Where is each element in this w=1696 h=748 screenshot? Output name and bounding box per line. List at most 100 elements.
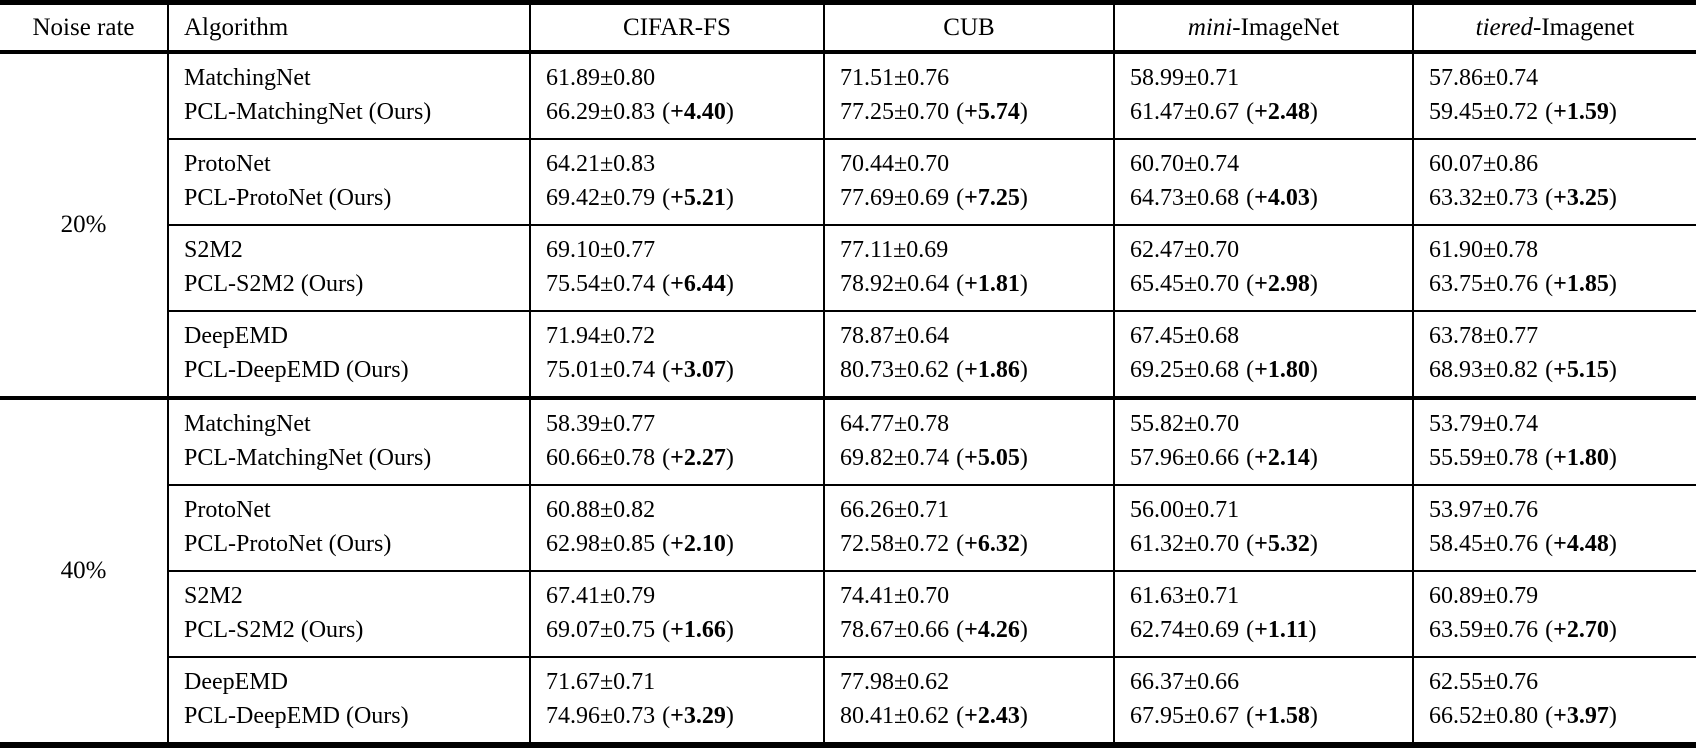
- score-cell: 60.70±0.74: [1130, 147, 1412, 181]
- algorithm-name: PCL-MatchingNet (Ours): [184, 445, 432, 471]
- improvement-value: +4.40: [662, 99, 734, 125]
- algorithm-name: PCL-MatchingNet (Ours): [184, 99, 432, 125]
- score: 78.67±0.66: [840, 617, 950, 643]
- algorithm-name: DeepEMD: [184, 323, 288, 349]
- improvement-value: +1.80: [1246, 357, 1318, 383]
- algorithm-column: MatchingNet PCL-MatchingNet (Ours): [167, 400, 529, 484]
- score: 57.96±0.66: [1130, 445, 1240, 471]
- score-cell: 57.96±0.66+2.14: [1130, 441, 1412, 475]
- improvement-value: +4.26: [956, 617, 1028, 643]
- algorithm-name: PCL-ProtoNet (Ours): [184, 531, 392, 557]
- mini-imagenet-column: 66.37±0.66 67.95±0.67+1.58: [1113, 658, 1412, 742]
- score: 55.59±0.78: [1429, 445, 1539, 471]
- header-cub: CUB: [823, 5, 1113, 50]
- improvement-value: +2.27: [662, 445, 734, 471]
- score-cell: 53.79±0.74: [1429, 407, 1696, 441]
- algorithm-name: PCL-S2M2 (Ours): [184, 271, 364, 297]
- score: 69.07±0.75: [546, 617, 656, 643]
- score: 78.87±0.64: [840, 323, 950, 349]
- score: 58.99±0.71: [1130, 65, 1240, 91]
- score: 61.63±0.71: [1130, 583, 1240, 609]
- cub-column: 70.44±0.70 77.69±0.69+7.25: [823, 140, 1113, 224]
- improvement-value: +2.98: [1246, 271, 1318, 297]
- score-cell: 66.26±0.71: [840, 493, 1113, 527]
- noise-rate-label: 20%: [60, 211, 107, 238]
- algorithm-name: S2M2: [184, 583, 243, 609]
- tiered-imagenet-column: 60.07±0.86 63.32±0.73+3.25: [1412, 140, 1696, 224]
- improvement-value: +3.97: [1545, 703, 1617, 729]
- score-cell: 55.82±0.70: [1130, 407, 1412, 441]
- score-cell: 55.59±0.78+1.80: [1429, 441, 1696, 475]
- score-cell: 63.59±0.76+2.70: [1429, 613, 1696, 647]
- improvement-value: +2.10: [662, 531, 734, 557]
- score: 77.98±0.62: [840, 669, 950, 695]
- score: 62.55±0.76: [1429, 669, 1539, 695]
- score-cell: 60.89±0.79: [1429, 579, 1696, 613]
- algorithm-column: DeepEMD PCL-DeepEMD (Ours): [167, 312, 529, 396]
- improvement-value: +3.25: [1545, 185, 1617, 211]
- dataset-name: -Imagenet: [1533, 13, 1635, 41]
- algorithm-group-deepemd: DeepEMD PCL-DeepEMD (Ours) 71.94±0.72 75…: [167, 310, 1696, 396]
- score-cell: 60.66±0.78+2.27: [546, 441, 823, 475]
- score-cell: 67.41±0.79: [546, 579, 823, 613]
- score-cell: 63.75±0.76+1.85: [1429, 267, 1696, 301]
- score-cell: 78.87±0.64: [840, 319, 1113, 353]
- score: 56.00±0.71: [1130, 497, 1240, 523]
- algorithm-column: ProtoNet PCL-ProtoNet (Ours): [167, 486, 529, 570]
- score: 61.90±0.78: [1429, 237, 1539, 263]
- score: 75.54±0.74: [546, 271, 656, 297]
- score-cell: 78.92±0.64+1.81: [840, 267, 1113, 301]
- score: 63.32±0.73: [1429, 185, 1539, 211]
- score: 62.74±0.69: [1130, 617, 1240, 643]
- score-cell: 77.11±0.69: [840, 233, 1113, 267]
- score-cell: 56.00±0.71: [1130, 493, 1412, 527]
- tiered-imagenet-column: 62.55±0.76 66.52±0.80+3.97: [1412, 658, 1696, 742]
- score: 68.93±0.82: [1429, 357, 1539, 383]
- improvement-value: +1.81: [956, 271, 1028, 297]
- header-cifar-fs: CIFAR-FS: [529, 5, 823, 50]
- improvement-value: +5.15: [1545, 357, 1617, 383]
- improvement-value: +2.70: [1545, 617, 1617, 643]
- score-cell: 72.58±0.72+6.32: [840, 527, 1113, 561]
- score: 63.59±0.76: [1429, 617, 1539, 643]
- score-cell: 63.78±0.77: [1429, 319, 1696, 353]
- score-cell: 58.45±0.76+4.48: [1429, 527, 1696, 561]
- score-cell: 69.10±0.77: [546, 233, 823, 267]
- mini-imagenet-column: 60.70±0.74 64.73±0.68+4.03: [1113, 140, 1412, 224]
- cifar-fs-column: 60.88±0.82 62.98±0.85+2.10: [529, 486, 823, 570]
- score: 60.88±0.82: [546, 497, 656, 523]
- algorithm-name: ProtoNet: [184, 151, 271, 177]
- header-bottom-rule: [0, 50, 1696, 54]
- score-cell: 71.67±0.71: [546, 665, 823, 699]
- algorithm-column: MatchingNet PCL-MatchingNet (Ours): [167, 54, 529, 138]
- score-cell: 78.67±0.66+4.26: [840, 613, 1113, 647]
- table-bottom-rule: [0, 742, 1696, 748]
- score: 60.66±0.78: [546, 445, 656, 471]
- improvement-value: +5.32: [1246, 531, 1318, 557]
- score: 62.98±0.85: [546, 531, 656, 557]
- score-cell: 77.25±0.70+5.74: [840, 95, 1113, 129]
- tiered-imagenet-column: 60.89±0.79 63.59±0.76+2.70: [1412, 572, 1696, 656]
- algorithm-name: ProtoNet: [184, 497, 271, 523]
- score-cell: 57.86±0.74: [1429, 61, 1696, 95]
- improvement-value: +5.74: [956, 99, 1028, 125]
- mini-imagenet-column: 61.63±0.71 62.74±0.69+1.11: [1113, 572, 1412, 656]
- tiered-imagenet-column: 63.78±0.77 68.93±0.82+5.15: [1412, 312, 1696, 396]
- table-header-row: Noise rate Algorithm CIFAR-FS CUB mini -I…: [0, 5, 1696, 50]
- improvement-value: +5.21: [662, 185, 734, 211]
- score-cell: 80.73±0.62+1.86: [840, 353, 1113, 387]
- score: 58.45±0.76: [1429, 531, 1539, 557]
- score: 66.37±0.66: [1130, 669, 1240, 695]
- improvement-value: +2.48: [1246, 99, 1318, 125]
- improvement-value: +1.59: [1545, 99, 1617, 125]
- score-cell: 80.41±0.62+2.43: [840, 699, 1113, 733]
- improvement-value: +2.43: [956, 703, 1028, 729]
- score-cell: 69.82±0.74+5.05: [840, 441, 1113, 475]
- dataset-italic-prefix: mini: [1187, 13, 1233, 41]
- header-tiered-imagenet: tiered -Imagenet: [1412, 5, 1696, 50]
- score-cell: 58.39±0.77: [546, 407, 823, 441]
- score: 53.97±0.76: [1429, 497, 1539, 523]
- score: 60.70±0.74: [1130, 151, 1240, 177]
- score-cell: 64.21±0.83: [546, 147, 823, 181]
- score-cell: 66.52±0.80+3.97: [1429, 699, 1696, 733]
